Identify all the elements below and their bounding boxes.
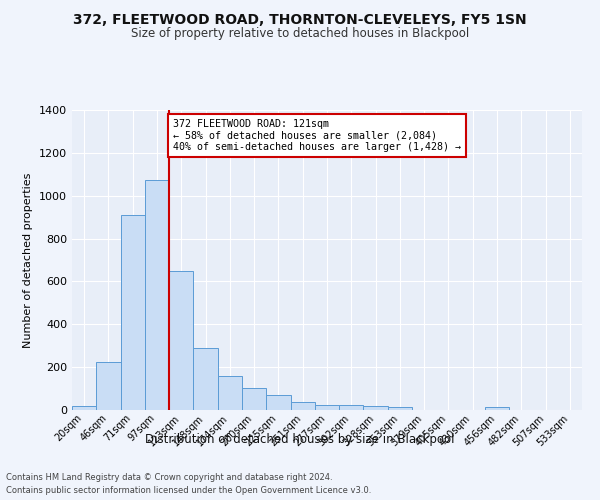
Bar	[266, 396, 290, 410]
Bar	[145, 180, 169, 410]
Bar	[193, 348, 218, 410]
Text: Contains public sector information licensed under the Open Government Licence v3: Contains public sector information licen…	[6, 486, 371, 495]
Bar	[242, 388, 266, 410]
Text: 372 FLEETWOOD ROAD: 121sqm
← 58% of detached houses are smaller (2,084)
40% of s: 372 FLEETWOOD ROAD: 121sqm ← 58% of deta…	[173, 118, 461, 152]
Bar	[72, 406, 96, 410]
Bar	[218, 376, 242, 410]
Text: Contains HM Land Registry data © Crown copyright and database right 2024.: Contains HM Land Registry data © Crown c…	[6, 472, 332, 482]
Text: Size of property relative to detached houses in Blackpool: Size of property relative to detached ho…	[131, 28, 469, 40]
Text: 372, FLEETWOOD ROAD, THORNTON-CLEVELEYS, FY5 1SN: 372, FLEETWOOD ROAD, THORNTON-CLEVELEYS,…	[73, 12, 527, 26]
Bar	[121, 215, 145, 410]
Y-axis label: Number of detached properties: Number of detached properties	[23, 172, 34, 348]
Bar	[169, 271, 193, 410]
Text: Distribution of detached houses by size in Blackpool: Distribution of detached houses by size …	[145, 432, 455, 446]
Bar	[315, 404, 339, 410]
Bar	[485, 407, 509, 410]
Bar	[388, 407, 412, 410]
Bar	[290, 402, 315, 410]
Bar	[364, 406, 388, 410]
Bar	[96, 362, 121, 410]
Bar	[339, 406, 364, 410]
